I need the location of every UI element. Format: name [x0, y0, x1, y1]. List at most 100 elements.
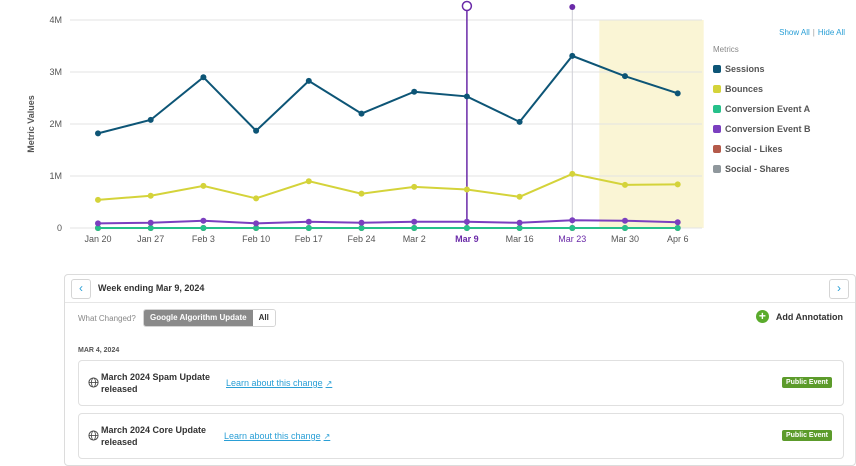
series-point — [358, 110, 365, 117]
series-point — [622, 217, 628, 224]
series-point — [200, 225, 207, 231]
hide-all-link[interactable]: Hide All — [817, 28, 845, 37]
legend-item[interactable]: Social - Shares — [713, 163, 851, 174]
x-tick-label: Mar 30 — [611, 234, 639, 244]
filter-google-algorithm-update[interactable]: Google Algorithm Update — [144, 310, 253, 326]
chevron-left-icon: ‹ — [79, 281, 83, 295]
metrics-chart: 0 1M 2M 3M 4M Metric Values Jan 20 Jan 27 Feb 3 F… — [26, 0, 851, 244]
series-point — [463, 93, 470, 100]
public-event-badge: Public Event — [781, 430, 832, 441]
legend-swatch — [713, 84, 721, 93]
learn-more-label: Learn about this change — [226, 378, 323, 388]
external-link-icon: ↗ — [323, 432, 331, 441]
x-tick-label: Mar 16 — [506, 234, 534, 244]
public-event-badge: Public Event — [781, 377, 832, 388]
series-point — [674, 219, 681, 226]
show-all-link[interactable]: Show All — [779, 28, 810, 37]
series-point — [358, 225, 365, 231]
annotation-marker-selected — [461, 0, 473, 12]
series-point — [253, 220, 260, 227]
series-point — [569, 217, 576, 224]
event-card: March 2024 Spam Update released Learn ab… — [78, 360, 844, 406]
learn-more-label: Learn about this change — [224, 431, 321, 441]
legend-item[interactable]: Conversion Event B — [713, 123, 851, 134]
series-point — [674, 90, 681, 97]
legend-label: Social - Shares — [725, 163, 790, 174]
external-link-icon: ↗ — [325, 379, 333, 388]
x-tick-label: Feb 10 — [242, 234, 270, 244]
series-point — [95, 225, 101, 231]
series-point — [622, 73, 628, 80]
x-tick-label: Feb 24 — [347, 234, 375, 244]
series-point — [147, 219, 154, 226]
learn-more-link[interactable]: Learn about this change ↗ — [224, 431, 330, 441]
series-point — [253, 225, 260, 231]
series-point — [463, 218, 470, 225]
series-point — [622, 225, 628, 231]
x-tick-label: Feb 3 — [192, 234, 215, 244]
series-point — [147, 116, 154, 123]
series-line — [97, 54, 679, 135]
filter-row: What Changed? Google Algorithm Update Al… — [65, 303, 855, 333]
x-tick-label: Feb 17 — [295, 234, 323, 244]
legend-item[interactable]: Sessions — [713, 63, 851, 74]
filter-toggle-group: Google Algorithm Update All — [143, 309, 276, 327]
chart-canvas: 0 1M 2M 3M 4M Metric Values Jan 20 Jan 27 Feb 3 F… — [26, 0, 704, 244]
y-tick-label: 0 — [57, 223, 62, 233]
annotation-marker — [569, 4, 576, 10]
legend-item[interactable]: Social - Likes — [713, 143, 851, 154]
what-changed-label: What Changed? — [78, 314, 136, 323]
series-point — [95, 220, 101, 227]
annotations-panel: ‹ Week ending Mar 9, 2024 › What Changed… — [64, 274, 856, 466]
series-point — [305, 77, 312, 84]
filter-all[interactable]: All — [252, 310, 275, 326]
series-line — [97, 219, 678, 225]
globe-icon — [88, 430, 99, 441]
series-point — [411, 88, 418, 95]
event-date-label: MAR 4, 2024 — [78, 347, 120, 354]
series-point — [147, 192, 154, 199]
learn-more-link[interactable]: Learn about this change ↗ — [226, 378, 332, 388]
series-point — [516, 219, 523, 226]
series-point — [674, 225, 681, 231]
legend-label: Bounces — [725, 83, 764, 94]
next-week-button[interactable]: › — [829, 279, 849, 299]
event-title: March 2024 Core Update released — [101, 425, 207, 447]
series-point — [411, 225, 418, 231]
series-point — [463, 225, 470, 231]
prev-week-button[interactable]: ‹ — [71, 279, 91, 299]
series-point — [622, 181, 628, 188]
series-line — [97, 172, 678, 201]
legend-swatch — [713, 124, 721, 133]
globe-icon — [88, 377, 99, 388]
add-annotation-button[interactable]: + Add Annotation — [755, 310, 843, 323]
series-point — [516, 118, 523, 125]
y-tick-label: 3M — [49, 67, 62, 77]
legend-heading: Metrics — [713, 45, 739, 54]
legend-swatch — [713, 164, 721, 173]
series-point — [569, 225, 576, 231]
series-point — [358, 219, 365, 226]
legend-label: Conversion Event A — [725, 103, 811, 114]
x-tick-label: Mar 23 — [558, 234, 586, 244]
series-point — [305, 178, 312, 185]
x-tick-label: Jan 20 — [84, 234, 111, 244]
series-point — [463, 186, 470, 193]
series-point — [411, 218, 418, 225]
x-tick-label: Apr 6 — [667, 234, 689, 244]
legend-swatch — [713, 144, 721, 153]
series-point — [95, 130, 101, 137]
series-point — [253, 127, 260, 134]
x-tick-label: Jan 27 — [137, 234, 164, 244]
legend-swatch — [713, 104, 721, 113]
series-point — [305, 218, 312, 225]
legend-item[interactable]: Bounces — [713, 83, 851, 94]
series-point — [516, 225, 523, 231]
legend-label: Social - Likes — [725, 143, 783, 154]
event-card: March 2024 Core Update released Learn ab… — [78, 413, 844, 459]
legend-item[interactable]: Conversion Event A — [713, 103, 851, 114]
panel-header: ‹ Week ending Mar 9, 2024 › — [65, 275, 855, 303]
series-point — [674, 181, 681, 188]
series-point — [200, 217, 207, 224]
series-point — [95, 196, 101, 203]
